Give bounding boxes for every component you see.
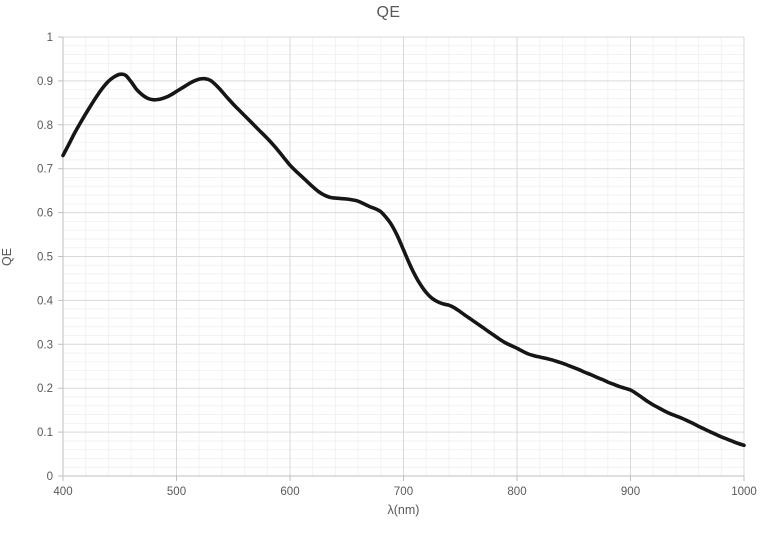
y-tick-labels: 0 0.1 0.2 0.3 0.4 0.5 0.6 0.7 0.8 0.9 1 (37, 32, 54, 483)
y-tick-label: 0 (47, 471, 53, 483)
y-tick-label: 0.5 (37, 252, 53, 264)
x-tick-label: 500 (167, 486, 186, 498)
y-tick-label: 0.4 (37, 295, 54, 307)
y-tick-label: 0.3 (37, 339, 53, 351)
x-tick-label: 600 (280, 486, 299, 498)
x-tick-label: 800 (507, 486, 526, 498)
y-tick-label: 0.7 (37, 164, 53, 176)
qe-series-line (61, 72, 746, 448)
y-tick-label: 0.2 (37, 383, 53, 395)
major-gridlines (62, 36, 745, 477)
x-tick-label: 900 (621, 486, 640, 498)
x-tick-label: 700 (394, 486, 413, 498)
x-tick-label: 400 (53, 486, 72, 498)
chart-title: QE (376, 4, 401, 21)
x-axis-title: λ(nm) (387, 503, 420, 517)
x-tick-labels: 400 500 600 700 800 900 1000 (53, 486, 756, 498)
x-tick-label: 1000 (731, 486, 757, 498)
y-tick-label: 0.1 (37, 427, 53, 439)
y-axis-title: QE (0, 247, 14, 267)
y-tick-label: 0.6 (37, 208, 53, 220)
y-tick-label: 0.9 (37, 76, 53, 88)
y-tick-label: 0.8 (37, 120, 53, 132)
y-tick-label: 1 (47, 32, 53, 44)
axes (58, 36, 745, 481)
